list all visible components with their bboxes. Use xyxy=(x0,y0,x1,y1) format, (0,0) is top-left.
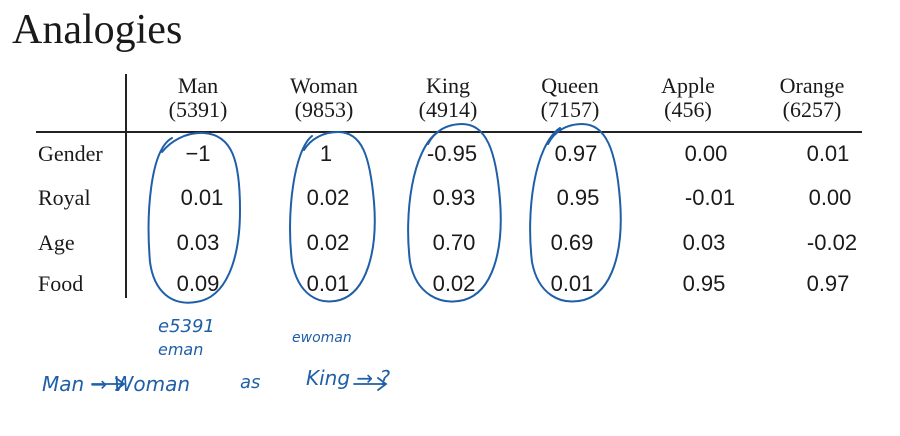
table-cell: 0.01 xyxy=(806,141,850,166)
column-header-apple: Apple (456) xyxy=(628,74,748,122)
column-header-king: King (4914) xyxy=(388,74,508,122)
column-index: (9853) xyxy=(294,97,354,122)
column-word: King xyxy=(426,73,470,98)
column-index: (5391) xyxy=(168,97,228,122)
row-label-age: Age xyxy=(38,230,75,255)
table-cell: 0.95 xyxy=(682,271,726,296)
column-index: (456) xyxy=(664,97,712,122)
slide-title: Analogies xyxy=(12,7,183,53)
table-cell: 1 xyxy=(319,141,333,166)
note-e-man: eman xyxy=(158,340,204,359)
note-e-woman: ewoman xyxy=(292,330,352,346)
table-vertical-divider xyxy=(125,74,127,298)
table-cell: 0.95 xyxy=(556,185,600,210)
table-cell: 0.00 xyxy=(684,141,728,166)
table-cell: 0.69 xyxy=(550,230,594,255)
note-analogy-middle: as xyxy=(240,372,261,393)
table-cell: 0.97 xyxy=(806,271,850,296)
table-cell: −1 xyxy=(185,141,211,166)
column-word: Woman xyxy=(290,73,358,98)
column-word: Man xyxy=(177,73,219,98)
table-cell: 0.01 xyxy=(180,185,224,210)
note-analogy-right: King → ? xyxy=(306,366,391,390)
table-cell: 0.97 xyxy=(554,141,598,166)
table-cell: 0.02 xyxy=(306,230,350,255)
table-cell: -0.01 xyxy=(684,185,736,210)
table-cell: 0.09 xyxy=(176,271,220,296)
table-cell: 0.03 xyxy=(682,230,726,255)
column-header-orange: Orange (6257) xyxy=(752,74,872,122)
row-label-food: Food xyxy=(38,271,84,296)
column-header-queen: Queen (7157) xyxy=(510,74,630,122)
table-cell: 0.02 xyxy=(432,271,476,296)
note-e-5391: e5391 xyxy=(158,316,215,337)
column-index: (6257) xyxy=(782,97,842,122)
table-cell: -0.95 xyxy=(426,141,478,166)
column-index: (4914) xyxy=(418,97,478,122)
row-label-gender: Gender xyxy=(38,141,103,166)
note-analogy-left: Man → Woman xyxy=(42,372,191,396)
table-cell: 0.00 xyxy=(808,185,852,210)
table-cell: 0.02 xyxy=(306,185,350,210)
table-cell: 0.03 xyxy=(176,230,220,255)
column-word: Apple xyxy=(661,73,715,98)
column-word: Orange xyxy=(779,73,845,98)
row-label-royal: Royal xyxy=(38,185,91,210)
table-cell: 0.70 xyxy=(432,230,476,255)
column-header-man: Man (5391) xyxy=(138,74,258,122)
table-cell: 0.93 xyxy=(432,185,476,210)
column-index: (7157) xyxy=(540,97,600,122)
table-cell: 0.01 xyxy=(550,271,594,296)
table-cell: -0.02 xyxy=(806,230,858,255)
column-word: Queen xyxy=(541,73,599,98)
table-horizontal-divider xyxy=(36,131,862,133)
column-header-woman: Woman (9853) xyxy=(264,74,384,122)
table-cell: 0.01 xyxy=(306,271,350,296)
